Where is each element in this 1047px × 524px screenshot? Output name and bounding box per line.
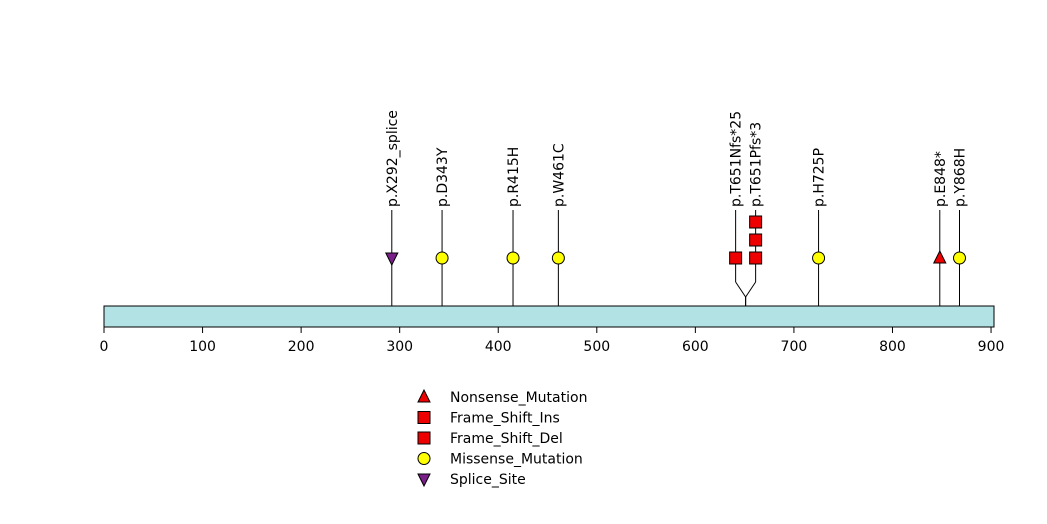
x-tick-label: 100: [189, 339, 216, 355]
mutation-p-e848-: p.E848*: [933, 151, 949, 306]
mutation-stem-fork: [745, 281, 757, 298]
mutation-p-h725p: p.H725P: [812, 148, 828, 306]
mutation-p-d343y: p.D343Y: [435, 147, 451, 306]
mutation-p-r415h: p.R415H: [506, 147, 522, 306]
x-tick-label: 0: [100, 339, 109, 355]
mutation-stem-fork: [735, 281, 747, 298]
x-tick-label: 400: [485, 339, 512, 355]
mutation-symbol: [749, 251, 763, 265]
mutation-label: p.X292_splice: [385, 110, 401, 207]
protein-bar: [103, 305, 995, 328]
legend-label: Frame_Shift_Ins: [450, 411, 560, 427]
x-tick-label: 600: [682, 339, 709, 355]
legend-item-frame-shift-del: Frame_Shift_Del: [417, 431, 563, 447]
mutation-label: p.W461C: [551, 143, 567, 207]
mutation-p-w461c: p.W461C: [551, 143, 567, 306]
legend: Nonsense_Mutation Frame_Shift_Ins Frame_Sh…: [417, 388, 587, 488]
mutation-symbol: [953, 251, 967, 265]
legend-symbol: [417, 473, 431, 488]
mutation-symbol: [749, 215, 763, 229]
mutation-symbol: [435, 251, 449, 265]
legend-item-nonsense-mutation: Nonsense_Mutation: [417, 388, 587, 406]
mutation-layer: p.X292_splice p.D343Y p.R415H p.W461C p.T651…: [385, 110, 969, 306]
legend-label: Splice_Site: [450, 472, 526, 488]
mutation-label: p.Y868H: [953, 148, 969, 207]
mutation-label: p.H725P: [812, 148, 828, 207]
mutation-symbol: [384, 252, 399, 267]
mutation-label: p.T651Nfs*25: [729, 111, 745, 207]
mutation-label: p.E848*: [933, 151, 949, 207]
mutation-symbol: [749, 233, 763, 247]
mutation-symbol: [551, 251, 565, 265]
legend-symbol: [417, 452, 431, 465]
mutation-p-t651nfs-25: p.T651Nfs*25: [729, 111, 747, 306]
legend-label: Frame_Shift_Del: [450, 431, 563, 447]
protein-track: [103, 305, 995, 328]
legend-label: Missense_Mutation: [450, 452, 583, 468]
mutation-symbol: [506, 251, 520, 265]
mutation-p-y868h: p.Y868H: [953, 148, 969, 306]
x-tick-label: 700: [781, 339, 808, 355]
x-tick-label: 900: [978, 339, 1005, 355]
legend-symbol: [417, 411, 431, 424]
mutation-p-t651pfs-3: p.T651Pfs*3: [745, 122, 765, 306]
legend-item-frame-shift-ins: Frame_Shift_Ins: [417, 411, 560, 427]
mutation-symbol: [812, 251, 826, 265]
x-axis: 0 100 200 300 400 500 600 700 800 900: [100, 326, 1005, 355]
x-tick-label: 500: [583, 339, 610, 355]
mutation-label: p.T651Pfs*3: [749, 122, 765, 207]
legend-item-missense-mutation: Missense_Mutation: [417, 452, 583, 468]
legend-symbol: [417, 388, 431, 403]
mutation-p-x292-splice: p.X292_splice: [385, 110, 401, 306]
mutation-symbol: [729, 251, 743, 265]
legend-item-splice-site: Splice_Site: [417, 472, 526, 488]
mutation-symbol: [932, 249, 947, 264]
legend-symbol: [417, 431, 431, 445]
mutation-label: p.R415H: [506, 147, 522, 207]
x-tick-label: 200: [288, 339, 315, 355]
mutation-label: p.D343Y: [435, 147, 451, 207]
x-tick-label: 800: [879, 339, 906, 355]
legend-label: Nonsense_Mutation: [450, 390, 587, 406]
x-tick-label: 300: [386, 339, 413, 355]
